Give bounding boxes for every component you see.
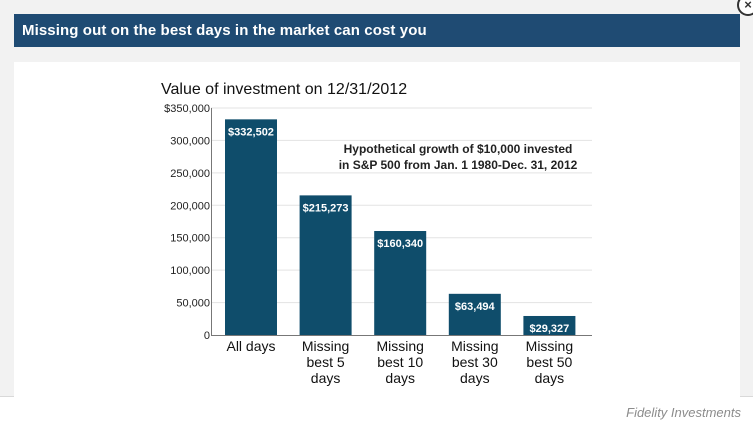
x-tick-label: days [385,370,415,386]
chart-card: Value of investment on 12/31/2012 0 50,000… [14,62,740,397]
y-tick-label: 300,000 [170,135,210,147]
bar [299,195,352,335]
bar [523,315,576,335]
bar-data-label: $160,340 [377,238,423,250]
source-credit: Fidelity Investments [626,405,741,420]
bar-chart: Value of investment on 12/31/2012 0 50,000… [161,81,592,386]
x-tick-label: best 10 [377,354,423,370]
y-tick-label: 50,000 [176,298,210,310]
bar-data-label: $63,494 [455,301,496,313]
y-tick-label: 250,000 [170,168,210,180]
x-tick-label: best 30 [452,354,498,370]
content-panel: Missing out on the best days in the mark… [0,0,753,397]
x-tick-label: best 50 [526,354,572,370]
bar-data-label: $29,327 [530,323,570,335]
chart-annotation: in S&P 500 from Jan. 1 1980-Dec. 31, 201… [339,158,578,172]
y-tick-label: 0 [204,330,210,342]
bar [374,231,427,335]
bar [225,119,277,336]
header-bar: Missing out on the best days in the mark… [14,14,740,47]
chart-annotation: Hypothetical growth of $10,000 invested [344,142,573,156]
x-tick-label: Missing [526,338,573,354]
y-tick-label: 200,000 [170,200,210,212]
header-title: Missing out on the best days in the mark… [22,22,427,39]
x-tick-label: All days [226,338,275,354]
y-tick-label: 150,000 [170,233,210,245]
y-tick-label: 100,000 [170,265,210,277]
x-tick-label: days [460,370,490,386]
x-tick-label: best 5 [307,354,345,370]
x-tick-label: Missing [302,338,349,354]
x-tick-label: Missing [451,338,498,354]
bar [448,293,501,335]
x-tick-label: days [311,370,341,386]
bar-data-label: $215,273 [303,202,349,214]
x-tick-label: days [535,370,565,386]
y-tick-label: $350,000 [164,103,210,115]
x-tick-label: Missing [376,338,423,354]
bar-data-label: $332,502 [228,126,274,138]
chart-title: Value of investment on 12/31/2012 [161,81,407,98]
close-icon[interactable]: × [737,0,753,16]
